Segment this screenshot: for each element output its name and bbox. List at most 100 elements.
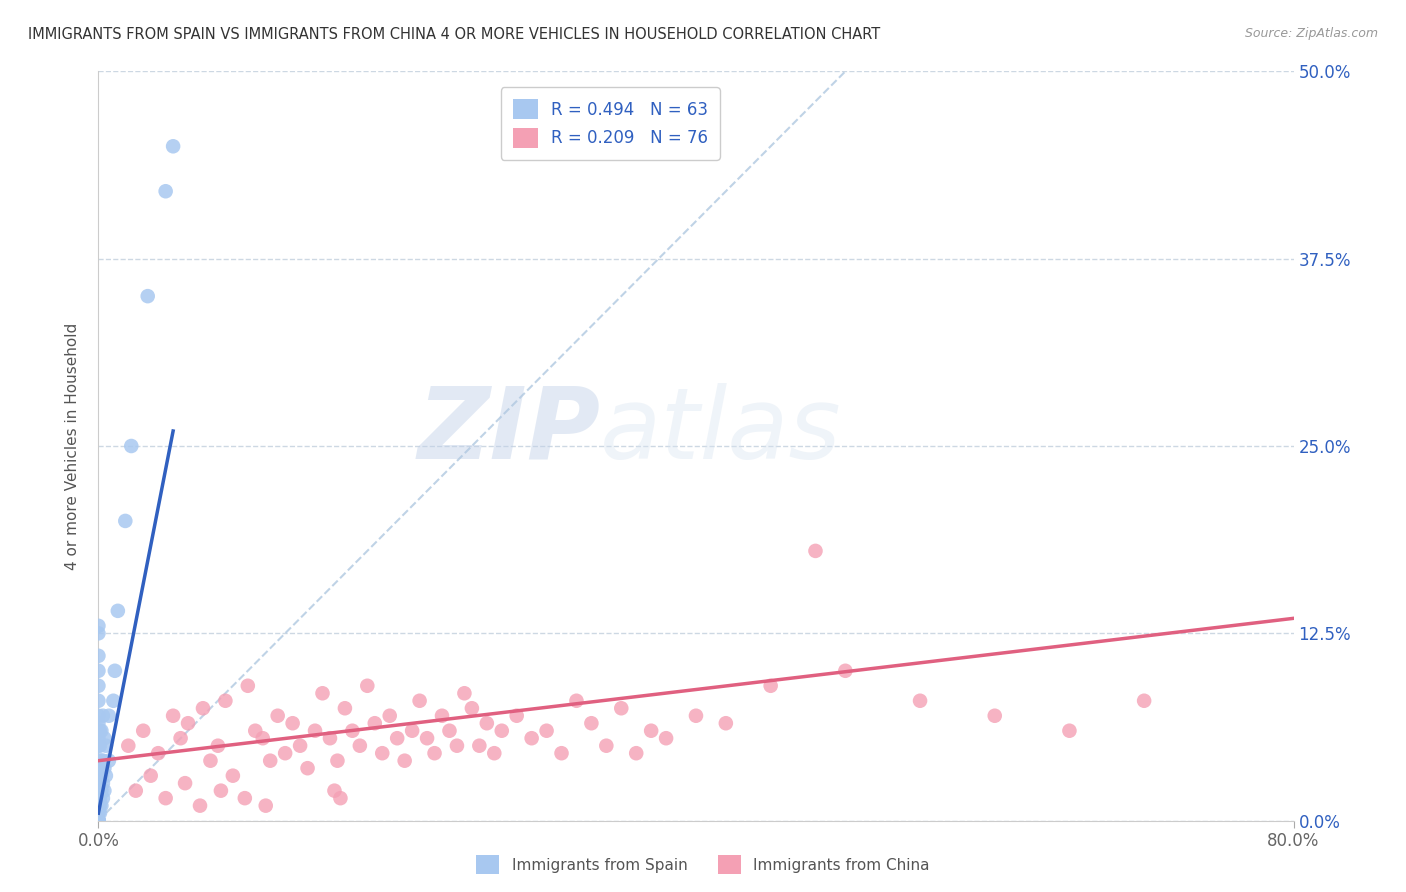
Point <box>491 723 513 738</box>
Point <box>245 723 267 738</box>
Point <box>520 731 543 746</box>
Point <box>610 701 633 715</box>
Point <box>87 814 110 828</box>
Point <box>136 289 159 303</box>
Point <box>93 783 115 797</box>
Point <box>132 723 155 738</box>
Point <box>468 739 491 753</box>
Point <box>87 776 110 790</box>
Point <box>461 701 484 715</box>
Point <box>155 184 177 198</box>
Point <box>87 798 110 813</box>
Point <box>323 783 346 797</box>
Point <box>87 761 110 775</box>
Point <box>89 754 111 768</box>
Point <box>169 731 191 746</box>
Point <box>91 754 114 768</box>
Point <box>475 716 498 731</box>
Point <box>87 648 110 663</box>
Point <box>87 619 110 633</box>
Point <box>90 723 112 738</box>
Point <box>304 723 326 738</box>
Point <box>267 708 290 723</box>
Point <box>120 439 142 453</box>
Point <box>87 814 110 828</box>
Point <box>252 731 274 746</box>
Point <box>90 769 112 783</box>
Point <box>804 544 827 558</box>
Point <box>87 739 110 753</box>
Point <box>1059 723 1081 738</box>
Point <box>97 708 120 723</box>
Point <box>385 731 409 746</box>
Text: IMMIGRANTS FROM SPAIN VS IMMIGRANTS FROM CHINA 4 OR MORE VEHICLES IN HOUSEHOLD C: IMMIGRANTS FROM SPAIN VS IMMIGRANTS FROM… <box>28 27 880 42</box>
Point <box>506 708 529 723</box>
Point <box>834 664 856 678</box>
Point <box>311 686 333 700</box>
Point <box>114 514 136 528</box>
Point <box>759 679 782 693</box>
Point <box>89 783 111 797</box>
Point <box>87 716 110 731</box>
Point <box>394 754 416 768</box>
Point <box>91 791 114 805</box>
Point <box>274 746 297 760</box>
Point <box>288 739 311 753</box>
Point <box>89 723 111 738</box>
Text: ZIP: ZIP <box>418 383 600 480</box>
Point <box>177 716 200 731</box>
Point <box>87 791 110 805</box>
Text: Source: ZipAtlas.com: Source: ZipAtlas.com <box>1244 27 1378 40</box>
Point <box>155 791 177 805</box>
Point <box>87 798 110 813</box>
Point <box>401 723 423 738</box>
Point <box>259 754 281 768</box>
Point <box>104 664 127 678</box>
Point <box>117 739 139 753</box>
Point <box>87 626 110 640</box>
Text: atlas: atlas <box>600 383 842 480</box>
Legend: R = 0.494   N = 63, R = 0.209   N = 76: R = 0.494 N = 63, R = 0.209 N = 76 <box>501 87 720 160</box>
Point <box>162 139 184 153</box>
Point <box>97 754 120 768</box>
Point <box>984 708 1007 723</box>
Point <box>87 814 110 828</box>
Point <box>125 783 148 797</box>
Point <box>439 723 461 738</box>
Point <box>87 814 110 828</box>
Point <box>416 731 439 746</box>
Point <box>222 769 245 783</box>
Point <box>94 739 117 753</box>
Point <box>89 739 111 753</box>
Point <box>162 708 184 723</box>
Point <box>207 739 229 753</box>
Point <box>565 694 588 708</box>
Point <box>87 694 110 708</box>
Point <box>446 739 468 753</box>
Point <box>595 739 617 753</box>
Point <box>87 664 110 678</box>
Point <box>333 701 356 715</box>
Point <box>326 754 349 768</box>
Point <box>87 806 110 821</box>
Point <box>297 761 319 775</box>
Point <box>87 769 110 783</box>
Point <box>87 814 110 828</box>
Point <box>91 776 114 790</box>
Point <box>87 754 110 768</box>
Point <box>408 694 430 708</box>
Point <box>87 708 110 723</box>
Point <box>174 776 197 790</box>
Point <box>254 798 277 813</box>
Point <box>200 754 222 768</box>
Point <box>89 791 111 805</box>
Point <box>209 783 232 797</box>
Point <box>484 746 506 760</box>
Point <box>107 604 129 618</box>
Point <box>139 769 162 783</box>
Point <box>87 814 110 828</box>
Point <box>329 791 352 805</box>
Point <box>87 679 110 693</box>
Point <box>90 798 112 813</box>
Point <box>430 708 453 723</box>
